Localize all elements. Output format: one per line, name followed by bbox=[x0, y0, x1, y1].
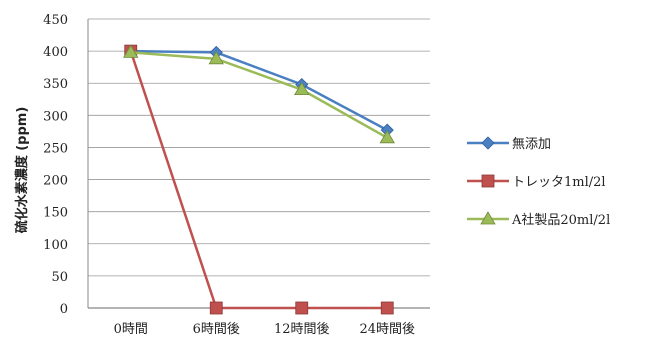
legend-label: 無添加 bbox=[512, 137, 551, 152]
y-tick-label: 250 bbox=[43, 141, 68, 156]
x-tick-label: 0時間 bbox=[114, 322, 148, 337]
series-lines bbox=[123, 44, 395, 315]
series-line bbox=[130, 51, 388, 139]
data-point bbox=[379, 130, 395, 144]
series-line bbox=[129, 50, 388, 310]
y-axis-ticks: 0 50 100 150 200 250 300 350 400 450 bbox=[43, 13, 68, 317]
x-tick-label: 6時間後 bbox=[193, 322, 240, 337]
legend-item: 無添加 bbox=[467, 136, 551, 152]
y-tick-label: 100 bbox=[43, 238, 68, 253]
series-3 bbox=[123, 44, 395, 144]
series-line bbox=[130, 49, 388, 132]
legend-item: トレッタ1ml/2l bbox=[467, 174, 606, 190]
x-tick-label: 24時間後 bbox=[359, 322, 415, 337]
series-1 bbox=[124, 44, 394, 137]
y-axis-label: 硫化水素濃度 (ppm) bbox=[14, 107, 30, 234]
data-point bbox=[294, 81, 310, 96]
y-tick-label: 450 bbox=[43, 13, 68, 28]
data-point bbox=[380, 301, 394, 315]
legend-label: トレッタ1ml/2l bbox=[512, 175, 606, 190]
gridlines bbox=[87, 18, 430, 309]
y-tick-label: 150 bbox=[43, 206, 68, 221]
y-tick-label: 50 bbox=[51, 270, 68, 285]
legend-item: A社製品20ml/2l bbox=[467, 211, 610, 228]
legend-marker bbox=[481, 174, 495, 188]
data-point bbox=[209, 301, 223, 315]
x-axis-ticks: 0時間 6時間後 12時間後 24時間後 bbox=[114, 322, 415, 337]
y-tick-label: 200 bbox=[43, 174, 68, 189]
y-tick-label: 300 bbox=[43, 109, 68, 124]
y-tick-label: 0 bbox=[60, 302, 68, 317]
y-tick-label: 400 bbox=[43, 45, 68, 60]
y-tick-label: 350 bbox=[43, 77, 68, 92]
data-point bbox=[123, 44, 139, 58]
legend-marker bbox=[481, 136, 495, 150]
legend-label: A社製品20ml/2l bbox=[511, 212, 610, 228]
x-tick-label: 12時間後 bbox=[274, 322, 330, 337]
data-point bbox=[208, 51, 224, 65]
data-point bbox=[295, 301, 309, 315]
legend-marker bbox=[480, 211, 496, 225]
